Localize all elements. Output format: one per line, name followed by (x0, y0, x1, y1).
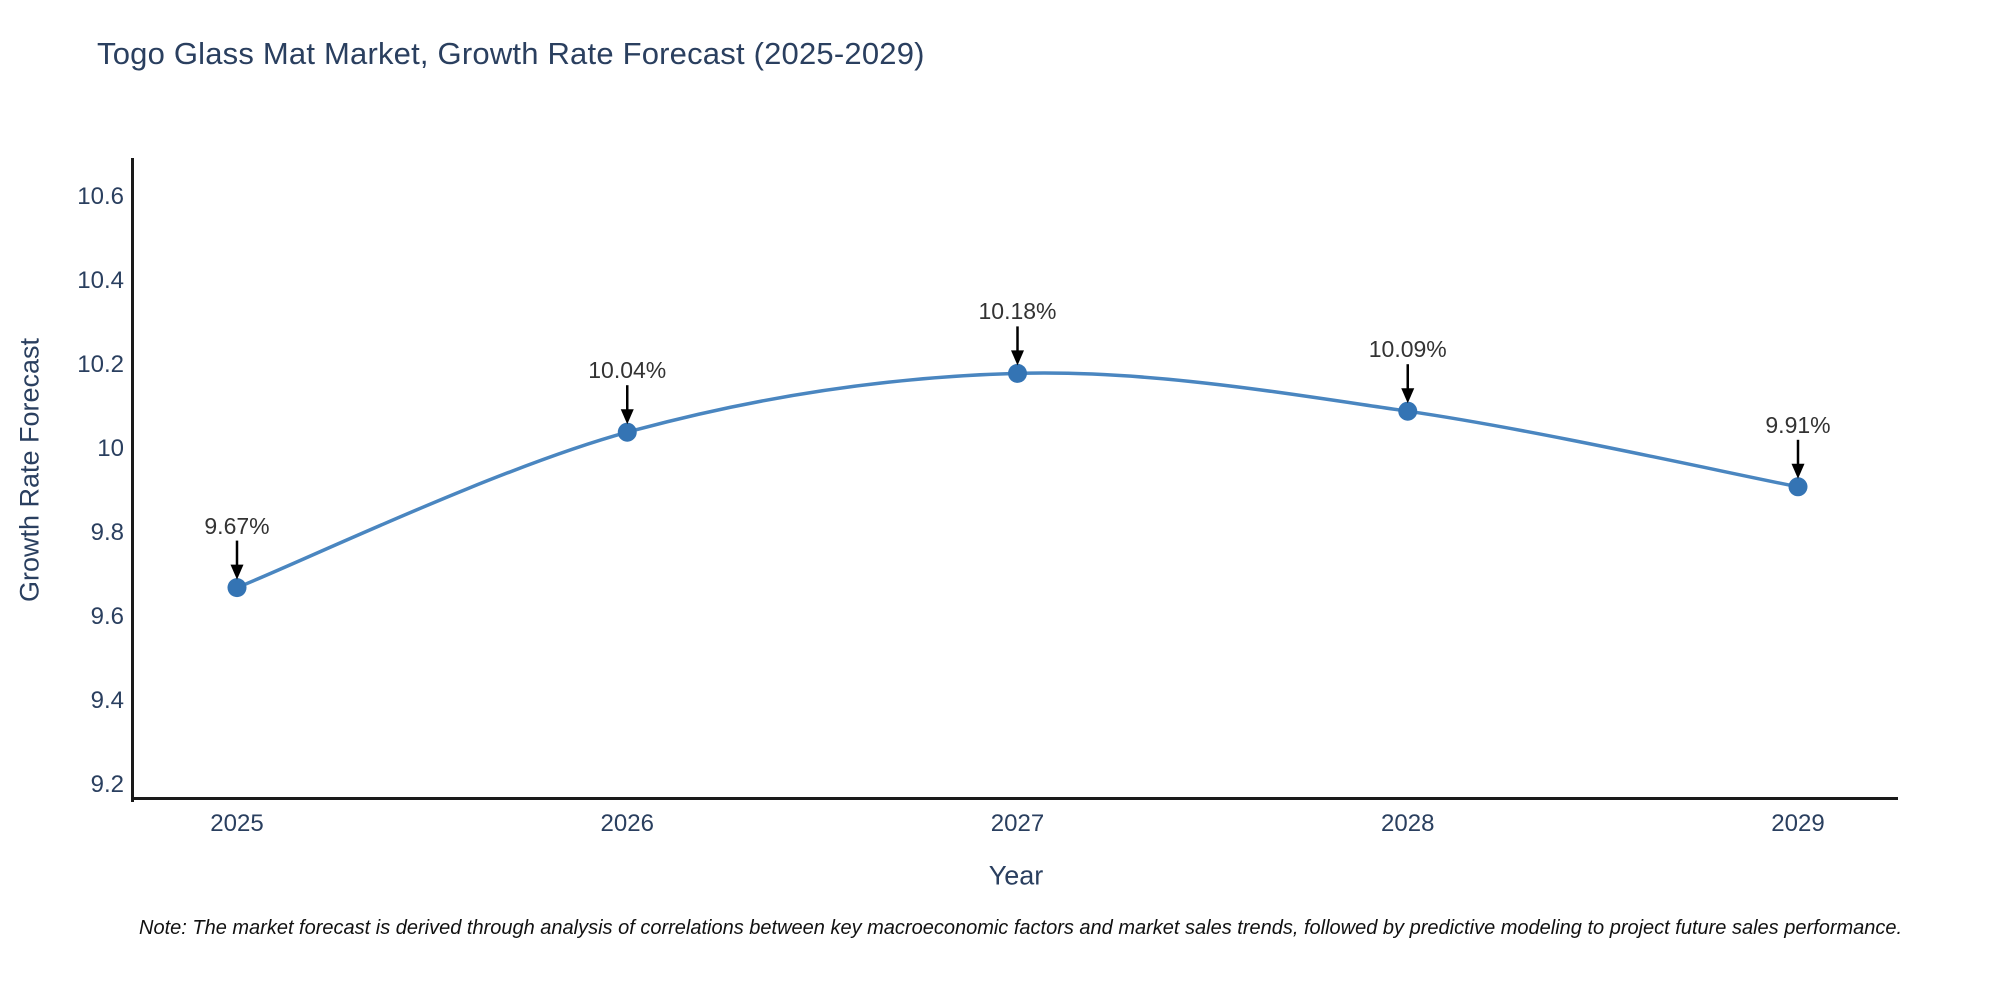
annotation-arrowhead (230, 564, 244, 580)
data-point-label: 9.91% (1765, 411, 1831, 438)
forecast-line (236, 371, 1799, 590)
data-point-marker (1788, 477, 1808, 497)
annotation-arrowhead (1401, 388, 1415, 404)
y-tick-label: 9.2 (90, 771, 124, 798)
data-point-label: 10.18% (978, 298, 1057, 325)
x-axis-line (131, 797, 1898, 800)
x-tick-label: 2028 (1381, 810, 1435, 837)
x-tick-label: 2029 (1771, 810, 1825, 837)
y-tick-label: 9.6 (90, 603, 124, 630)
y-axis-line (131, 158, 134, 802)
data-point-marker (617, 422, 637, 442)
data-point-label: 10.04% (588, 357, 667, 384)
x-tick-label: 2026 (600, 810, 654, 837)
annotation-arrowhead (1791, 463, 1805, 479)
y-tick-label: 10.6 (77, 183, 124, 210)
data-point-label: 10.09% (1368, 336, 1447, 363)
x-tick-label: 2027 (990, 810, 1045, 837)
annotation-arrowhead (1011, 350, 1024, 366)
data-point-marker (1008, 363, 1027, 383)
y-tick-label: 10 (97, 435, 124, 462)
x-tick-label: 2025 (210, 810, 264, 837)
data-point-marker (227, 578, 247, 598)
data-point-marker (1398, 401, 1418, 421)
y-tick-label: 9.8 (90, 519, 124, 546)
y-tick-label: 9.4 (90, 687, 124, 714)
y-tick-label: 10.4 (77, 267, 124, 294)
footnote: Note: The market forecast is derived thr… (139, 917, 1903, 939)
chart-title: Togo Glass Mat Market, Growth Rate Forec… (97, 36, 925, 71)
data-point-label: 9.67% (204, 512, 270, 539)
y-tick-label: 10.2 (77, 351, 124, 378)
annotation-arrowhead (620, 409, 634, 425)
x-axis-title: Year (988, 860, 1044, 891)
